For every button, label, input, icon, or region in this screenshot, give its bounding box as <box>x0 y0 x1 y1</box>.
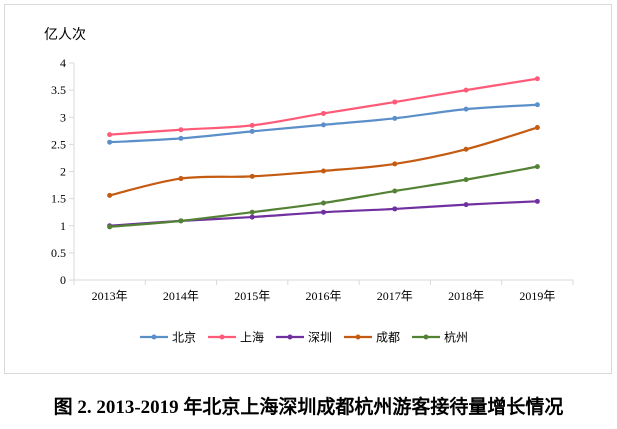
y-axis-label: 亿人次 <box>44 27 86 43</box>
figure-caption: 图 2. 2013-2019 年北京上海深圳成都杭州游客接待量增长情况 <box>53 397 564 418</box>
x-tick-label: 2013年 <box>92 289 128 303</box>
data-point-北京 <box>178 135 184 141</box>
data-point-杭州 <box>321 200 326 206</box>
data-point-杭州 <box>249 209 255 215</box>
x-tick-label: 2016年 <box>305 289 341 303</box>
x-tick-label: 2015年 <box>234 289 270 303</box>
y-tick-label: 4 <box>60 56 66 70</box>
data-point-杭州 <box>107 224 113 230</box>
y-tick-label: 0 <box>60 273 66 287</box>
legend-label: 深圳 <box>308 331 332 345</box>
data-point-深圳 <box>463 202 469 208</box>
x-tick-label: 2014年 <box>163 289 199 303</box>
legend-marker-成都 <box>355 334 361 340</box>
data-point-深圳 <box>249 214 255 220</box>
x-tick-label: 2017年 <box>377 289 413 303</box>
data-point-杭州 <box>178 218 184 224</box>
y-tick-label: 3.5 <box>51 83 66 97</box>
legend-marker-杭州 <box>423 334 429 340</box>
y-tick-label: 1 <box>60 219 66 233</box>
data-point-上海 <box>178 127 184 133</box>
data-point-成都 <box>178 176 184 182</box>
data-point-杭州 <box>392 188 398 194</box>
data-point-成都 <box>534 125 540 131</box>
data-point-成都 <box>392 161 398 167</box>
data-point-北京 <box>249 128 255 134</box>
legend-marker-深圳 <box>287 334 293 340</box>
legend-label: 北京 <box>172 331 196 345</box>
data-point-成都 <box>107 192 113 198</box>
data-point-深圳 <box>534 198 540 204</box>
data-point-上海 <box>107 132 113 138</box>
data-point-北京 <box>392 115 398 121</box>
x-tick-label: 2018年 <box>448 289 484 303</box>
legend-label: 上海 <box>240 330 264 345</box>
legend-label: 杭州 <box>444 330 468 345</box>
data-point-北京 <box>321 122 326 128</box>
data-point-成都 <box>463 146 469 152</box>
data-point-上海 <box>463 87 469 93</box>
chart-frame <box>4 4 612 374</box>
legend-label: 成都 <box>376 331 400 345</box>
data-point-北京 <box>107 139 113 145</box>
series-line-杭州 <box>109 165 538 228</box>
data-point-成都 <box>321 168 326 174</box>
x-tick-label: 2019年 <box>519 289 555 303</box>
data-point-杭州 <box>534 164 540 170</box>
data-point-北京 <box>534 102 540 108</box>
data-point-北京 <box>463 106 469 112</box>
data-point-上海 <box>392 99 398 105</box>
data-point-上海 <box>249 122 255 128</box>
data-point-成都 <box>249 173 255 179</box>
data-point-深圳 <box>321 209 326 215</box>
y-tick-label: 2.5 <box>51 137 66 151</box>
data-point-上海 <box>534 76 540 82</box>
y-tick-label: 0.5 <box>51 246 66 260</box>
y-tick-label: 2 <box>60 165 66 179</box>
line-chart: 0 0.5 1 1.5 2 2.5 3 3.5 4 2013年 2014年 2015年 2016年 201… <box>44 27 574 345</box>
data-point-杭州 <box>463 177 469 183</box>
legend-marker-北京 <box>151 334 157 340</box>
y-tick-label: 3 <box>60 110 66 124</box>
y-tick-label: 1.5 <box>51 192 66 206</box>
series-line-成都 <box>109 126 538 197</box>
data-point-深圳 <box>392 206 398 212</box>
legend-marker-上海 <box>219 334 225 340</box>
data-point-上海 <box>321 110 326 116</box>
